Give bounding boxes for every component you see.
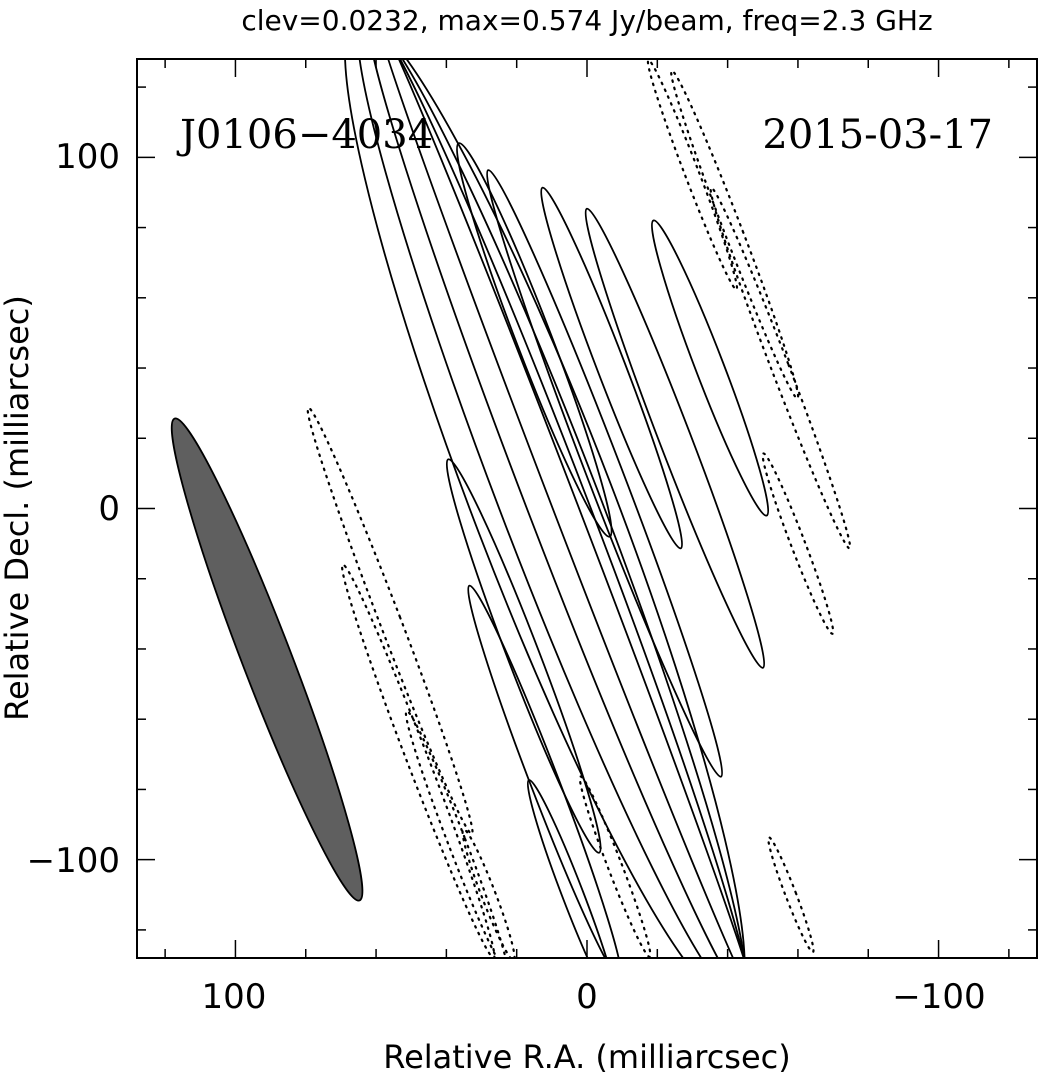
x-tick-label-100: 100 — [202, 977, 267, 1017]
negative-contour-12 — [306, 406, 474, 836]
positive-contour-6 — [651, 219, 770, 517]
beam-ellipse — [170, 417, 364, 902]
negative-contour-18 — [670, 69, 800, 400]
negative-contour-17 — [646, 59, 739, 291]
negative-contour-20 — [761, 452, 835, 635]
x-tick-label-minus100: −100 — [892, 977, 985, 1017]
negative-contour-13 — [341, 563, 496, 958]
negative-contour-15 — [461, 828, 516, 958]
y-axis-label: Relative Decl. (milliarcsec) — [0, 295, 36, 721]
positive-contour-10 — [467, 584, 623, 958]
beam-ellipse-group — [170, 417, 364, 902]
negative-contour-21 — [767, 836, 815, 954]
x-axis-label: Relative R.A. (milliarcsec) — [383, 1038, 790, 1076]
positive-contour-1 — [356, 59, 748, 958]
positive-contour-11 — [526, 779, 619, 958]
negative-contour-14 — [404, 709, 510, 958]
positive-contour-0 — [344, 59, 746, 958]
y-tick-label-100: 100 — [55, 137, 120, 177]
y-tick-label-0: 0 — [98, 489, 120, 529]
positive-contour-2 — [367, 59, 751, 958]
positive-contour-4 — [456, 142, 613, 538]
positive-contour-5 — [486, 169, 724, 778]
positive-contour-3 — [375, 59, 756, 958]
positive-contour-9 — [445, 458, 602, 854]
source-label: J0106−4034 — [176, 112, 433, 158]
contour-lines — [306, 59, 852, 958]
x-tick-label-0: 0 — [576, 977, 598, 1017]
negative-contour-19 — [709, 186, 852, 550]
y-tick-label-minus100: −100 — [27, 841, 120, 881]
negative-contour-16 — [578, 775, 652, 958]
date-label: 2015-03-17 — [762, 112, 993, 158]
axis-ticks — [137, 59, 1037, 958]
plot-frame — [136, 58, 1038, 959]
chart-title: clev=0.0232, max=0.574 Jy/beam, freq=2.3… — [241, 4, 932, 37]
positive-contour-7 — [540, 186, 683, 550]
positive-contour-8 — [584, 207, 766, 669]
